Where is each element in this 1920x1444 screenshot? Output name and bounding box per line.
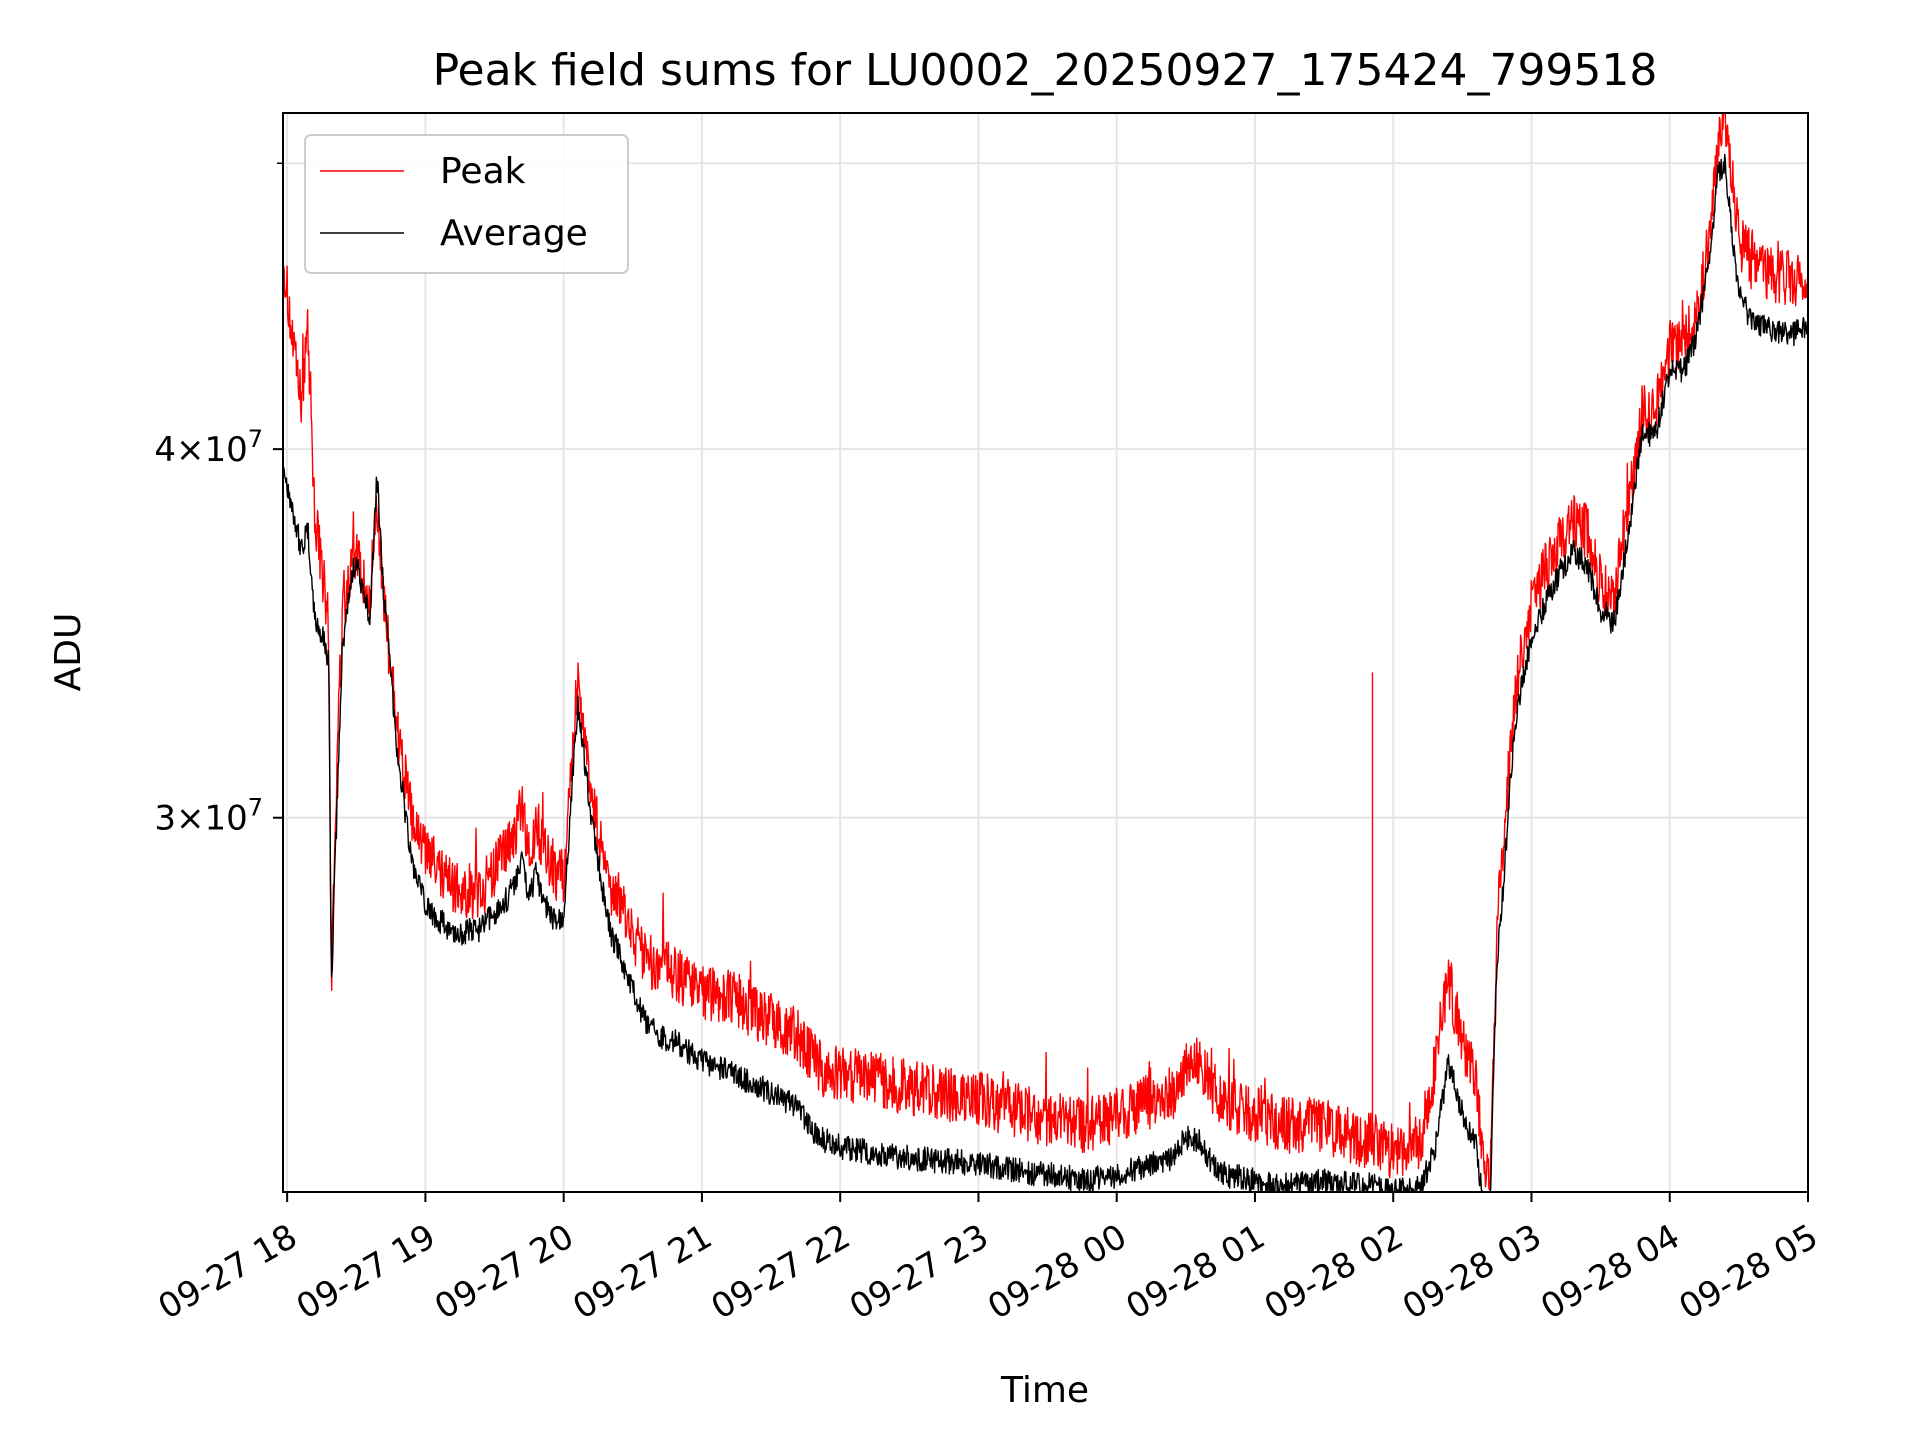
series-layer bbox=[282, 112, 1809, 1193]
y-tick-label: 4×107 bbox=[154, 425, 263, 470]
y-axis: 3×107 4×107 bbox=[154, 162, 283, 839]
x-axis-label: Time bbox=[1000, 1370, 1089, 1411]
legend-label-peak: Peak bbox=[440, 151, 526, 192]
chart-title: Peak field sums for LU0002_20250927_1754… bbox=[433, 45, 1658, 96]
y-tick-label: 3×107 bbox=[154, 794, 263, 839]
legend-box bbox=[304, 134, 629, 274]
y-axis-label: ADU bbox=[48, 613, 89, 692]
legend-label-average: Average bbox=[440, 213, 588, 254]
plot-frame bbox=[282, 112, 1809, 1193]
series-line-average bbox=[282, 153, 1809, 1193]
gridlines bbox=[283, 113, 1809, 1192]
series-line-peak bbox=[282, 112, 1809, 1193]
legend: Peak Average bbox=[304, 134, 629, 274]
